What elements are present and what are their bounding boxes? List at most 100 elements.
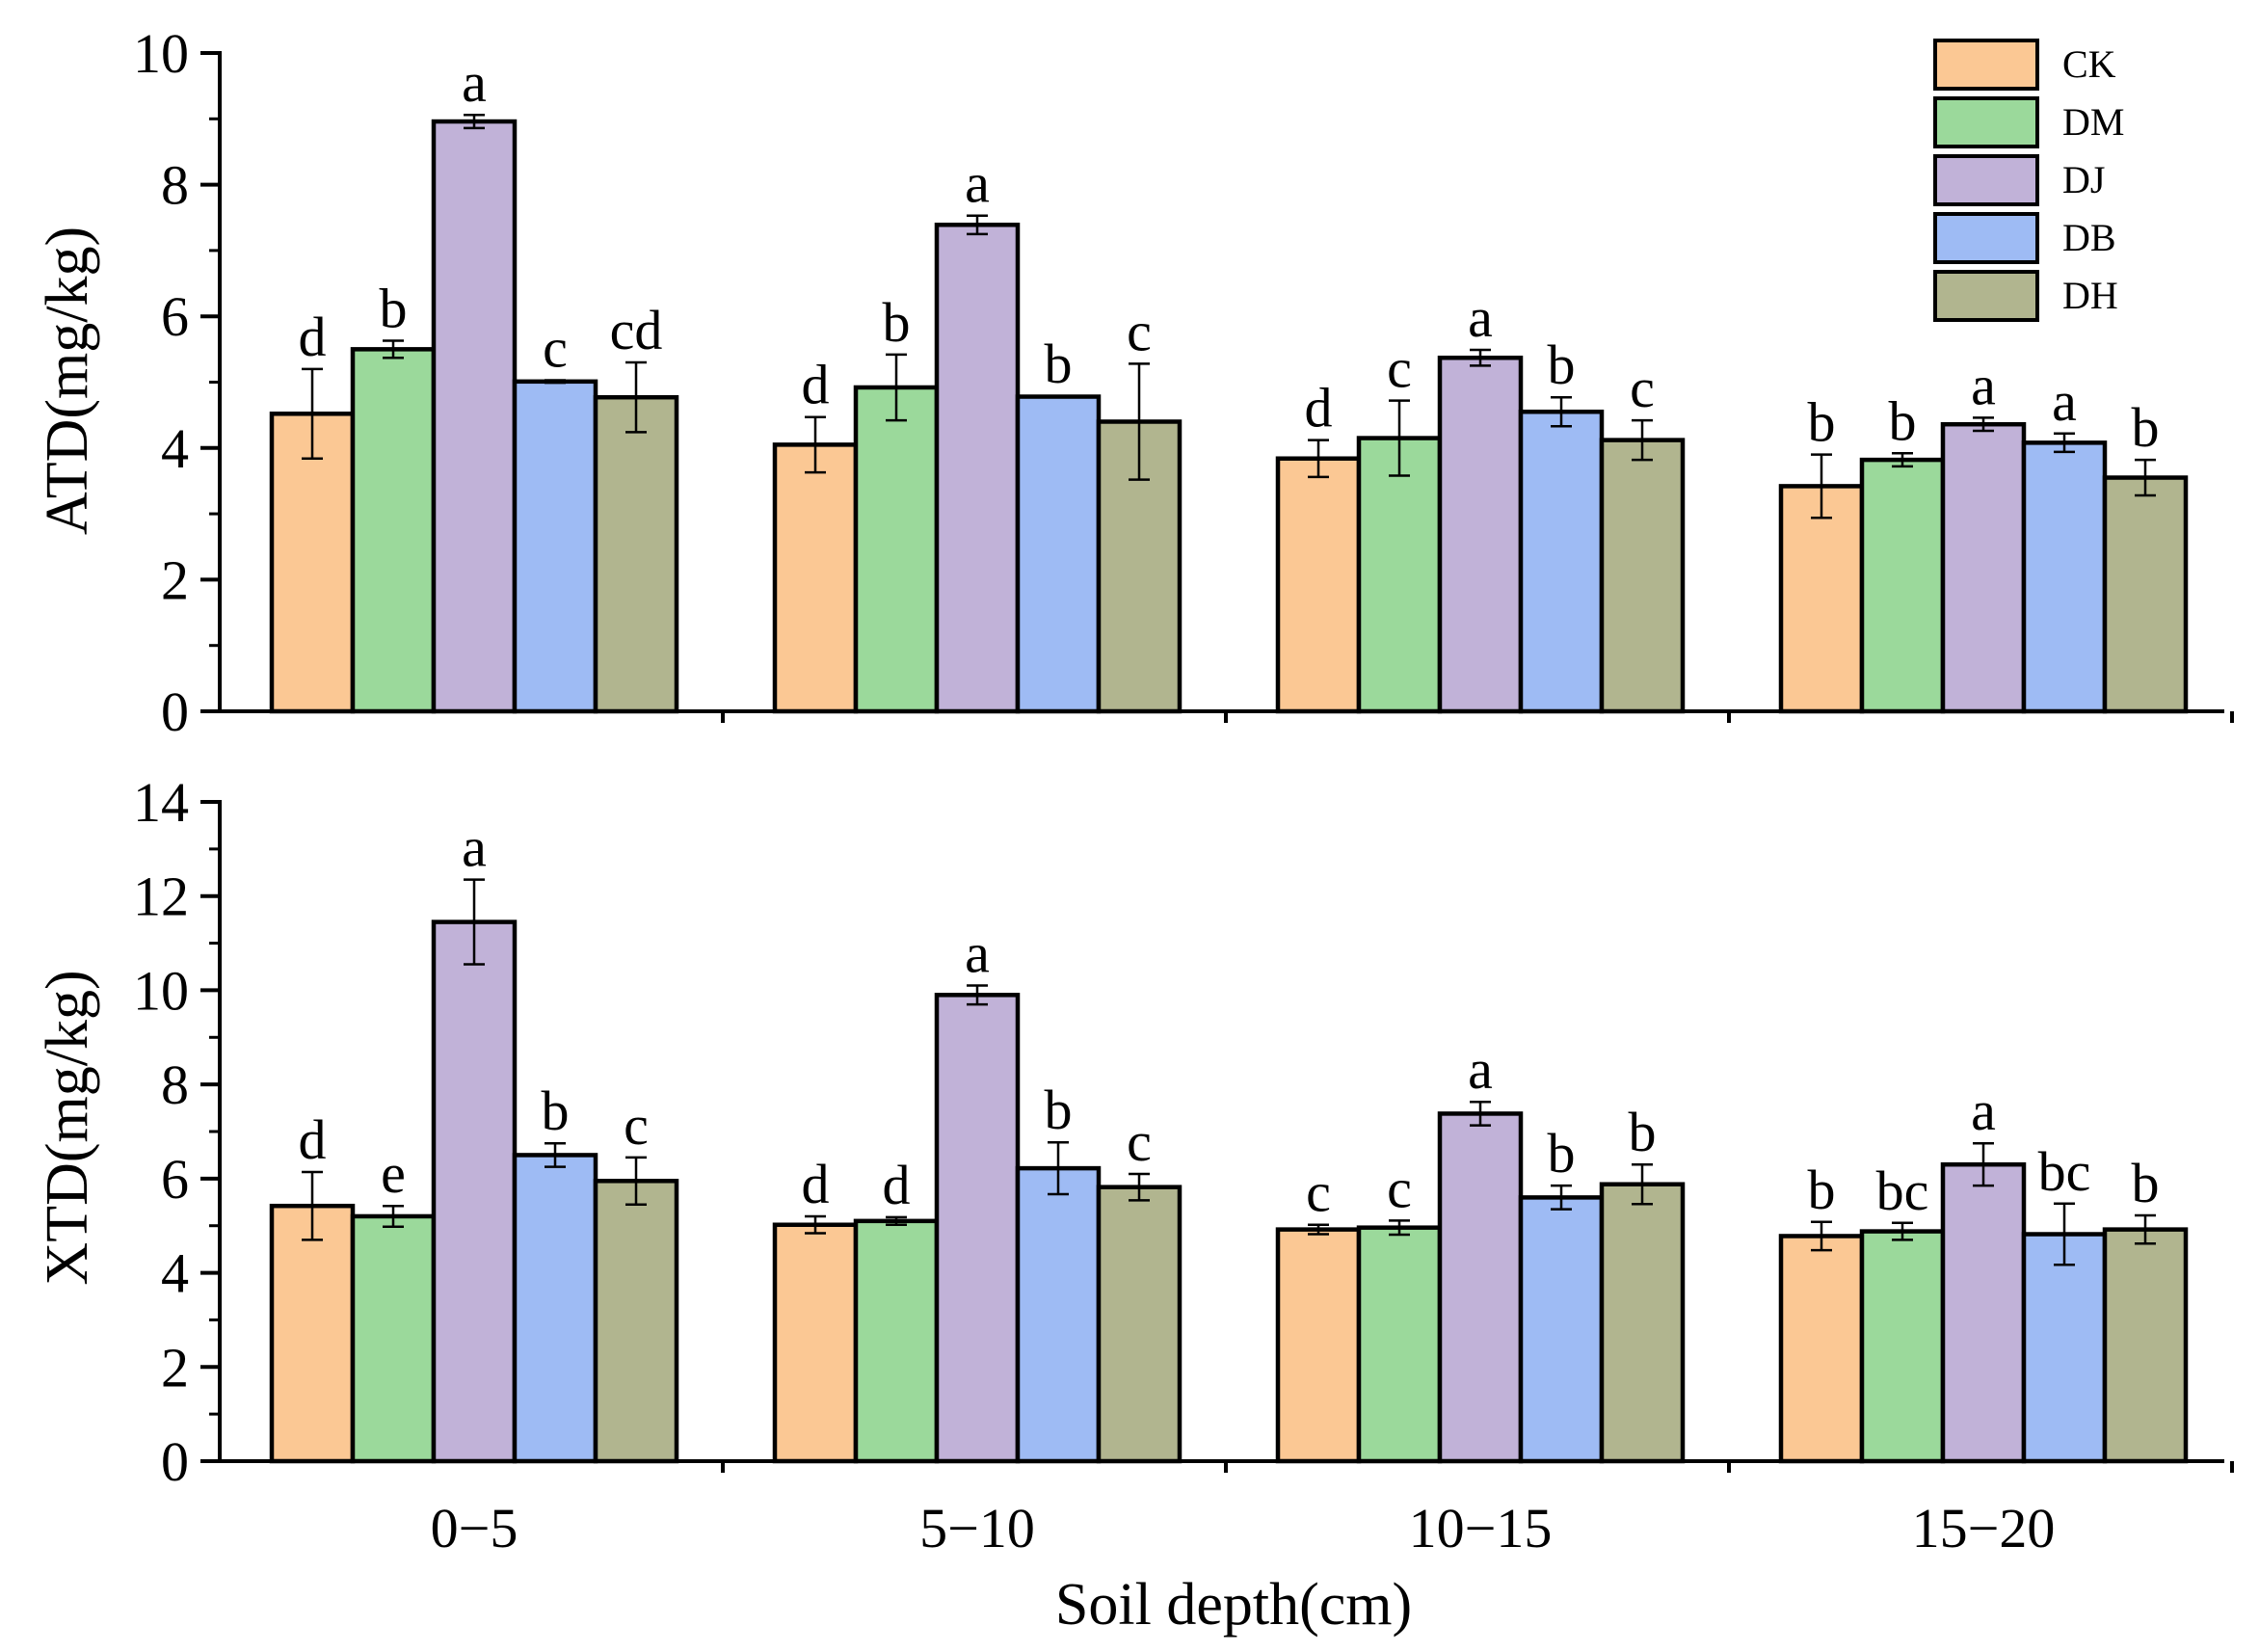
atd-bar-ck-3 bbox=[1778, 484, 1865, 714]
xtd-bar-dm-1 bbox=[853, 1218, 940, 1464]
atd-bar-dh-3 bbox=[2102, 475, 2189, 714]
legend-label-dm: DM bbox=[2062, 100, 2124, 144]
atd-y-tick-label-5: 10 bbox=[133, 22, 189, 85]
atd-y-tick-label-4: 8 bbox=[161, 154, 189, 217]
x-tick-label-3: 15−20 bbox=[1912, 1497, 2056, 1559]
xtd-bar-dm-3 bbox=[1859, 1229, 1946, 1464]
atd-bar-ck-0 bbox=[269, 412, 356, 714]
xtd-significance-letter-dh-0: c bbox=[624, 1094, 649, 1157]
atd-bar-db-3 bbox=[2021, 440, 2108, 714]
xtd-significance-letter-dm-3: bc bbox=[1876, 1159, 1929, 1222]
atd-significance-letter-dh-0: cd bbox=[610, 299, 663, 361]
atd-y-tick-label-3: 6 bbox=[161, 285, 189, 348]
atd-significance-letter-db-2: b bbox=[1548, 333, 1576, 396]
atd-significance-letter-ck-0: d bbox=[299, 306, 327, 368]
atd-y-tick-label-2: 4 bbox=[161, 417, 189, 480]
x-tick-labels: 0−5 5−10 10−15 15−20 bbox=[431, 1497, 2056, 1559]
atd-bar-dm-2 bbox=[1356, 436, 1443, 714]
legend-swatch-dm bbox=[1933, 96, 2039, 148]
atd-significance-letter-db-3: a bbox=[2052, 370, 2077, 433]
xtd-significance-letter-dj-0: a bbox=[462, 816, 487, 879]
atd-bar-dj-3 bbox=[1940, 421, 2027, 714]
xtd-significance-letter-db-0: b bbox=[542, 1079, 570, 1142]
xtd-bar-db-2 bbox=[1518, 1195, 1605, 1464]
xtd-significance-letter-dj-1: a bbox=[965, 922, 990, 985]
atd-bar-db-0 bbox=[512, 379, 598, 714]
atd-significance-letter-dj-3: a bbox=[1971, 354, 1996, 416]
xtd-significance-letter-dm-0: e bbox=[381, 1142, 406, 1205]
legend-label-ck: CK bbox=[2062, 42, 2116, 86]
xtd-y-tick-label-2: 4 bbox=[161, 1242, 189, 1305]
xtd-bar-dj-3 bbox=[1940, 1161, 2027, 1464]
xtd-y-tick-label-5: 10 bbox=[133, 959, 189, 1022]
atd-bar-dm-3 bbox=[1859, 457, 1946, 714]
xtd-bar-dm-0 bbox=[350, 1213, 437, 1464]
xtd-bar-ck-0 bbox=[269, 1203, 356, 1464]
atd-significance-letter-dh-3: b bbox=[2132, 396, 2160, 459]
atd-significance-letter-db-1: b bbox=[1045, 333, 1073, 395]
xtd-y-tick-label-0: 0 bbox=[161, 1430, 189, 1493]
legend-label-dh: DH bbox=[2062, 274, 2118, 317]
atd-significance-letter-dh-1: c bbox=[1127, 300, 1152, 362]
xtd-bar-dh-3 bbox=[2102, 1227, 2189, 1464]
xtd-bar-dh-1 bbox=[1096, 1185, 1183, 1464]
xtd-bar-dj-1 bbox=[934, 993, 1021, 1464]
xtd-significance-letter-ck-0: d bbox=[299, 1108, 327, 1171]
atd-bar-dm-0 bbox=[350, 347, 437, 714]
xtd-significance-letter-dh-3: b bbox=[2132, 1152, 2160, 1214]
xtd-bar-dj-2 bbox=[1437, 1111, 1524, 1464]
xtd-bar-db-0 bbox=[512, 1153, 598, 1464]
legend-swatch-ck bbox=[1933, 39, 2039, 91]
xtd-bar-dh-2 bbox=[1599, 1182, 1686, 1464]
atd-bar-dh-2 bbox=[1599, 438, 1686, 714]
atd-bar-dm-1 bbox=[853, 385, 940, 714]
xtd-y-tick-label-4: 8 bbox=[161, 1053, 189, 1116]
x-tick-label-2: 10−15 bbox=[1409, 1497, 1553, 1559]
atd-significance-letter-dm-3: b bbox=[1889, 389, 1917, 452]
xtd-significance-letter-dj-2: a bbox=[1468, 1038, 1493, 1101]
x-tick-label-0: 0−5 bbox=[431, 1497, 518, 1559]
atd-bar-ck-1 bbox=[772, 442, 859, 714]
xtd-y-tick-label-1: 2 bbox=[161, 1336, 189, 1399]
atd-significance-letter-dm-1: b bbox=[883, 291, 911, 354]
atd-significance-letter-dh-2: c bbox=[1630, 357, 1655, 419]
xtd-y-axis-title: XTD(mg/kg) bbox=[35, 970, 100, 1285]
atd-significance-letter-ck-3: b bbox=[1808, 391, 1836, 454]
xtd-significance-letter-ck-2: c bbox=[1306, 1161, 1331, 1224]
atd-bar-db-1 bbox=[1015, 394, 1102, 714]
atd-bar-dj-0 bbox=[431, 119, 518, 714]
atd-bar-dj-1 bbox=[934, 223, 1021, 714]
legend-label-dj: DJ bbox=[2062, 158, 2105, 201]
atd-significance-letter-dj-0: a bbox=[462, 51, 487, 114]
xtd-bar-db-3 bbox=[2021, 1232, 2108, 1464]
xtd-significance-letter-ck-3: b bbox=[1808, 1159, 1836, 1221]
atd-significance-letter-db-0: c bbox=[543, 316, 568, 379]
atd-significance-letter-dm-2: c bbox=[1387, 337, 1412, 400]
atd-bar-dj-2 bbox=[1437, 355, 1524, 714]
xtd-significance-letter-dm-2: c bbox=[1387, 1157, 1412, 1219]
atd-significance-letter-dj-1: a bbox=[965, 152, 990, 215]
xtd-bar-ck-1 bbox=[772, 1222, 859, 1464]
xtd-significance-letter-db-2: b bbox=[1548, 1122, 1576, 1185]
xtd-y-tick-label-7: 14 bbox=[133, 771, 189, 834]
atd-y-tick-label-0: 0 bbox=[161, 680, 189, 743]
atd-bar-dh-0 bbox=[593, 394, 679, 714]
atd-significance-letter-ck-2: d bbox=[1305, 377, 1333, 440]
xtd-y-tick-label-6: 12 bbox=[133, 866, 189, 928]
legend-label-db: DB bbox=[2062, 216, 2116, 259]
xtd-significance-letter-ck-1: d bbox=[802, 1153, 830, 1215]
atd-y-tick-label-1: 2 bbox=[161, 548, 189, 611]
x-axis-title: Soil depth(cm) bbox=[1055, 1572, 1412, 1638]
atd-significance-letter-dm-0: b bbox=[380, 277, 408, 339]
legend-swatch-dh bbox=[1933, 270, 2039, 322]
xtd-bar-dm-2 bbox=[1356, 1225, 1443, 1464]
xtd-bar-ck-2 bbox=[1275, 1227, 1362, 1464]
legend-swatch-db bbox=[1933, 212, 2039, 264]
xtd-significance-letter-dh-2: b bbox=[1629, 1101, 1657, 1163]
legend-swatch-dj bbox=[1933, 154, 2039, 206]
xtd-bar-dh-0 bbox=[593, 1179, 679, 1464]
xtd-y-tick-label-3: 6 bbox=[161, 1148, 189, 1211]
